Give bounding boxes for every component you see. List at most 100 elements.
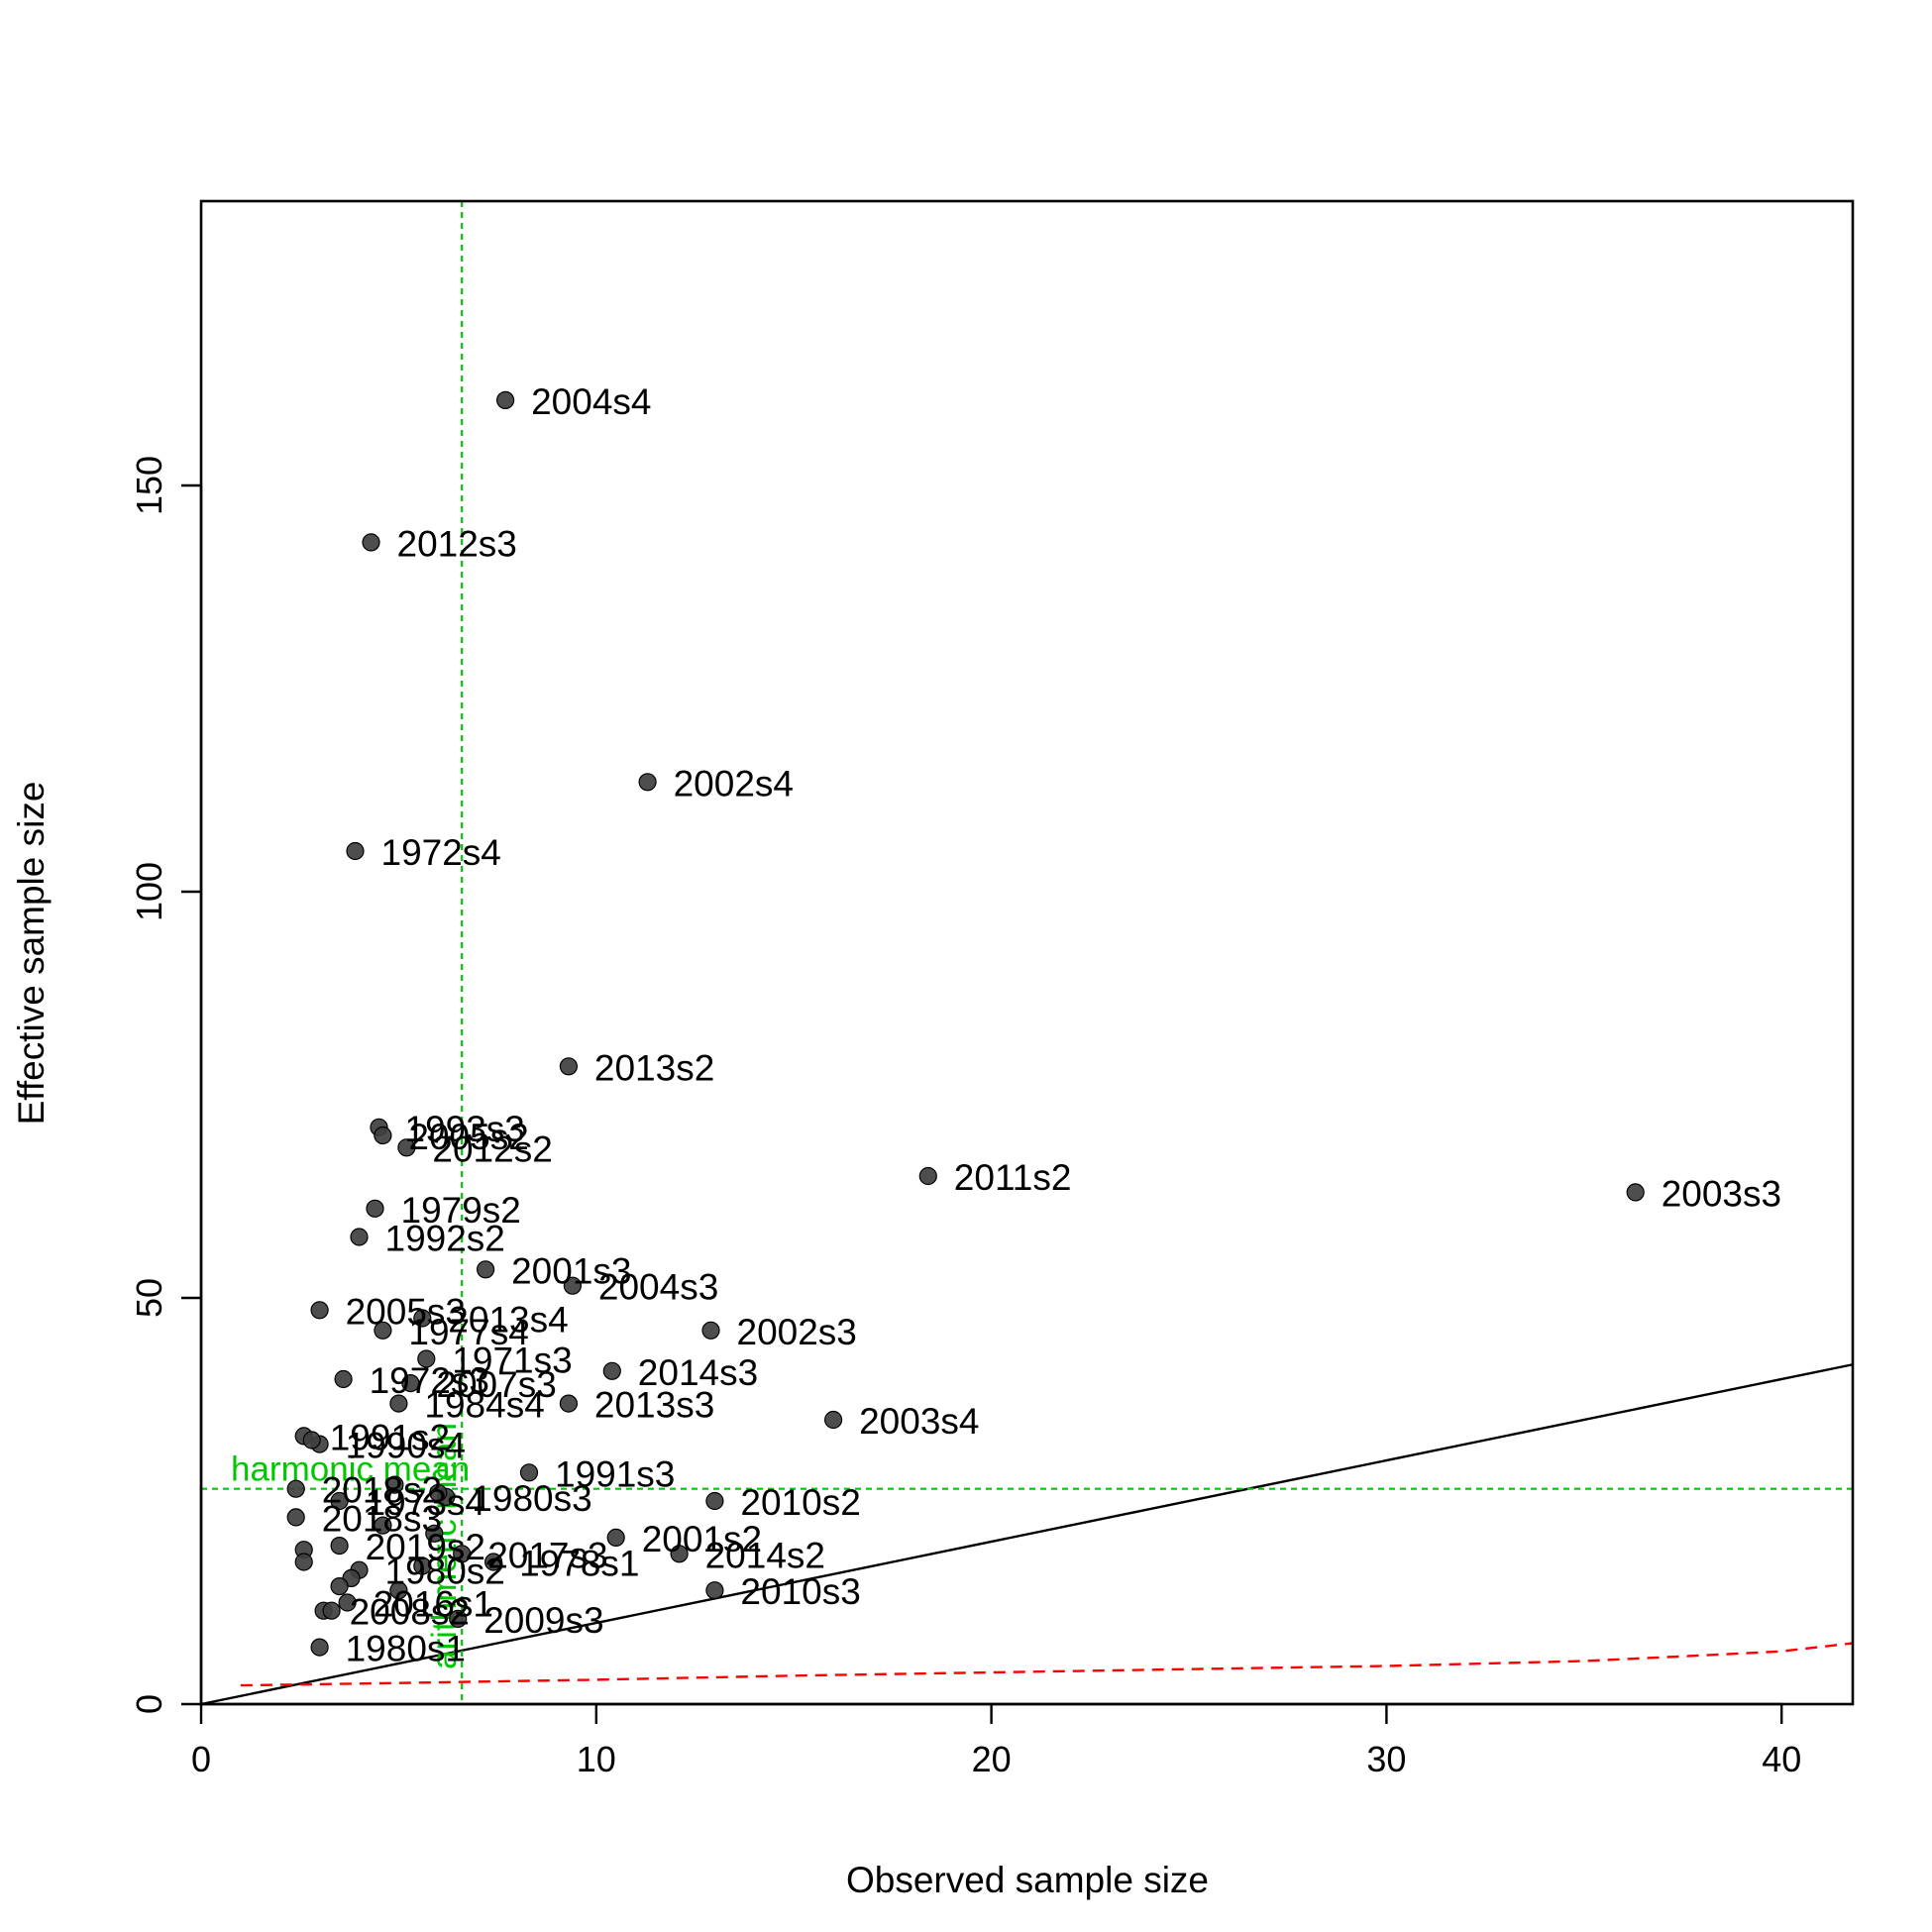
point-label: 2018s3	[322, 1498, 442, 1539]
data-point	[286, 1479, 305, 1498]
data-point	[559, 1057, 579, 1076]
data-point	[638, 773, 657, 792]
point-label: 2002s3	[737, 1312, 857, 1352]
y-tick-label: 100	[129, 862, 169, 921]
data-point	[366, 1199, 384, 1218]
data-point	[374, 1321, 392, 1340]
y-tick-label: 150	[129, 456, 169, 515]
data-point	[918, 1166, 937, 1186]
data-point	[330, 1536, 349, 1556]
data-point	[823, 1410, 843, 1430]
point-label: 2004s4	[531, 381, 651, 422]
data-point	[606, 1528, 625, 1548]
x-axis-title: Observed sample size	[846, 1860, 1209, 1900]
point-label: 2009s3	[483, 1600, 603, 1641]
data-point	[602, 1361, 621, 1380]
data-point	[401, 1373, 420, 1393]
point-label: 2018s2	[322, 1470, 442, 1511]
point-label: 2012s2	[432, 1128, 552, 1169]
data-point	[1626, 1183, 1645, 1202]
data-point	[350, 1228, 369, 1246]
point-label: 2005s2	[408, 1117, 528, 1157]
point-label: 2012s3	[397, 523, 517, 564]
point-label: 2019s2	[366, 1527, 485, 1567]
harmonic-mean-label: harmonic mean	[231, 1450, 470, 1489]
data-points	[286, 390, 1645, 1657]
data-point	[429, 1483, 448, 1502]
data-point	[389, 1581, 408, 1600]
point-label: 2014s2	[705, 1535, 825, 1575]
data-point	[477, 1260, 495, 1279]
data-point	[563, 1276, 583, 1295]
point-label: 2003s3	[1662, 1173, 1781, 1214]
point-label: 2013s4	[448, 1300, 568, 1341]
data-point	[413, 1556, 432, 1575]
point-label: 1980s1	[346, 1629, 466, 1669]
point-label: 1980s2	[385, 1552, 505, 1592]
identity-line	[200, 1363, 1854, 1706]
data-point	[496, 390, 515, 409]
data-point	[338, 1593, 357, 1612]
data-point	[302, 1431, 321, 1449]
point-label: 1993s3	[405, 1109, 525, 1149]
point-label: 1978s1	[519, 1544, 639, 1584]
axes: 0 10 20 30 40 0 50 100 150	[129, 456, 1801, 1779]
point-labels: 2004s42012s32002s41972s42013s21993s32005…	[322, 381, 1781, 1669]
point-label: 2007s3	[436, 1364, 556, 1405]
data-point	[374, 1516, 392, 1535]
point-label: 1992s2	[385, 1219, 505, 1259]
point-label: 2008s2	[350, 1592, 470, 1633]
point-label: 1984s4	[424, 1385, 544, 1426]
point-label: 2003s4	[859, 1401, 979, 1442]
point-label: 1971s3	[452, 1341, 572, 1381]
data-point	[670, 1545, 689, 1563]
data-point	[330, 1491, 349, 1511]
data-point	[705, 1491, 724, 1511]
point-label: 2014s3	[638, 1352, 758, 1393]
data-point	[310, 1301, 329, 1320]
point-label: 2010s3	[740, 1571, 860, 1612]
data-point	[453, 1545, 472, 1563]
x-tick-label: 30	[1366, 1739, 1406, 1779]
point-label: 2016s1	[374, 1584, 493, 1625]
data-point	[334, 1369, 353, 1389]
data-point	[310, 1638, 329, 1657]
y-axis-title: Effective sample size	[11, 782, 52, 1126]
point-label: 2005s3	[346, 1291, 466, 1332]
data-point	[389, 1394, 408, 1413]
data-point	[484, 1553, 503, 1571]
data-point	[346, 841, 365, 861]
data-point	[701, 1321, 720, 1340]
x-tick-label: 40	[1762, 1739, 1801, 1779]
data-point	[559, 1394, 579, 1413]
data-point	[385, 1475, 404, 1494]
point-label: 2004s3	[598, 1267, 718, 1308]
data-point	[330, 1576, 349, 1596]
point-label: 1972s4	[381, 832, 501, 873]
data-point	[519, 1463, 539, 1482]
data-point	[322, 1601, 341, 1620]
x-tick-label: 10	[577, 1739, 616, 1779]
point-label: 2011s2	[954, 1157, 1072, 1198]
point-label: 1991s2	[330, 1417, 450, 1457]
red-dashed-line	[240, 1642, 1854, 1687]
data-point	[286, 1508, 305, 1527]
data-point	[413, 1309, 432, 1328]
data-point	[374, 1126, 392, 1145]
data-point	[362, 533, 380, 552]
data-point	[705, 1581, 724, 1600]
point-label: 1991s3	[555, 1453, 675, 1494]
point-label: 2013s2	[594, 1047, 714, 1088]
point-label: 1979s2	[401, 1190, 521, 1231]
point-label: 1990s4	[346, 1426, 466, 1466]
point-label: 1977s4	[408, 1312, 528, 1352]
x-tick-label: 0	[191, 1739, 211, 1779]
point-label: 2001s2	[642, 1519, 762, 1559]
point-label: 1980s3	[472, 1478, 591, 1519]
point-label: 2010s2	[740, 1482, 860, 1523]
data-point	[397, 1138, 416, 1157]
point-label: 2002s4	[674, 763, 794, 804]
data-point	[425, 1524, 444, 1543]
